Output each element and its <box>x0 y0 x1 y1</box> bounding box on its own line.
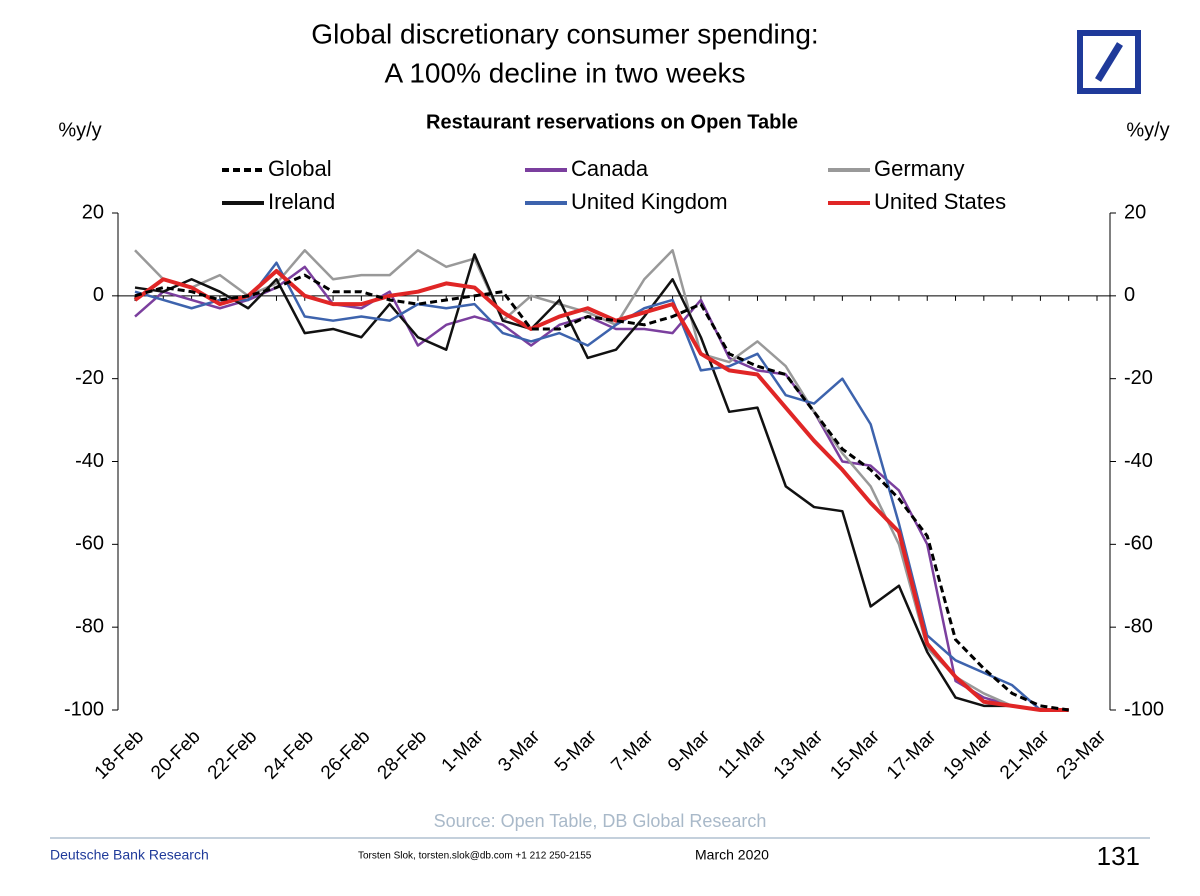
title: Global discretionary consumer spending: <box>311 18 818 49</box>
x-tick-label: 21-Mar <box>996 726 1054 784</box>
y2-tick-label: -80 <box>1124 615 1153 637</box>
x-tick-label: 18-Feb <box>91 726 148 783</box>
footer-left: Deutsche Bank Research <box>50 847 209 863</box>
x-tick-label: 15-Mar <box>826 726 884 784</box>
x-tick-label: 7-Mar <box>607 726 657 776</box>
x-tick-label: 23-Mar <box>1053 726 1111 784</box>
y2-tick-label: -100 <box>1124 698 1164 720</box>
x-tick-label: 20-Feb <box>147 726 204 783</box>
x-tick-label: 26-Feb <box>317 726 374 783</box>
x-tick-label: 19-Mar <box>939 726 997 784</box>
y2-tick-label: 0 <box>1124 284 1135 306</box>
x-tick-label: 24-Feb <box>260 726 317 783</box>
legend-label: Global <box>268 156 332 181</box>
y2-tick-label: 20 <box>1124 201 1146 223</box>
source: Source: Open Table, DB Global Research <box>434 811 767 831</box>
x-tick-label: 11-Mar <box>714 726 771 783</box>
legend-label: United States <box>874 189 1006 214</box>
x-tick-label: 3-Mar <box>494 726 544 776</box>
legend-label: United Kingdom <box>571 189 728 214</box>
series-line <box>134 273 1069 712</box>
y2-tick-label: -60 <box>1124 533 1153 555</box>
series-line <box>133 268 1069 712</box>
x-tick-label: 1-Mar <box>438 726 488 776</box>
page-number: 131 <box>1097 841 1140 871</box>
legend-label: Germany <box>874 156 964 181</box>
footer-contact: Torsten Slok, torsten.slok@db.com +1 212… <box>358 851 592 862</box>
footer-date: March 2020 <box>695 847 769 863</box>
y-tick-label: -40 <box>75 450 104 472</box>
legend-label: Canada <box>571 156 649 181</box>
x-tick-label: 9-Mar <box>664 726 714 776</box>
legend-label: Ireland <box>268 189 335 214</box>
logo <box>1077 30 1141 94</box>
x-tick-label: 22-Feb <box>204 726 261 783</box>
y-axis-label: %y/y <box>58 119 101 141</box>
chart-title: Restaurant reservations on Open Table <box>426 111 798 133</box>
y-tick-label: 20 <box>82 201 104 223</box>
subtitle: A 100% decline in two weeks <box>384 57 745 88</box>
y-tick-label: -20 <box>75 367 104 389</box>
series-line <box>134 261 1069 712</box>
y-tick-label: 0 <box>93 284 104 306</box>
x-tick-label: 13-Mar <box>770 726 828 784</box>
y2-axis-label: %y/y <box>1126 119 1169 141</box>
x-tick-label: 17-Mar <box>883 726 941 784</box>
y2-tick-label: -20 <box>1124 367 1153 389</box>
y-tick-label: -60 <box>75 533 104 555</box>
y-tick-label: -100 <box>64 698 104 720</box>
y-tick-label: -80 <box>75 615 104 637</box>
x-tick-label: 5-Mar <box>551 726 601 776</box>
y2-tick-label: -40 <box>1124 450 1153 472</box>
series-line <box>134 253 1069 712</box>
x-tick-label: 28-Feb <box>374 726 431 783</box>
